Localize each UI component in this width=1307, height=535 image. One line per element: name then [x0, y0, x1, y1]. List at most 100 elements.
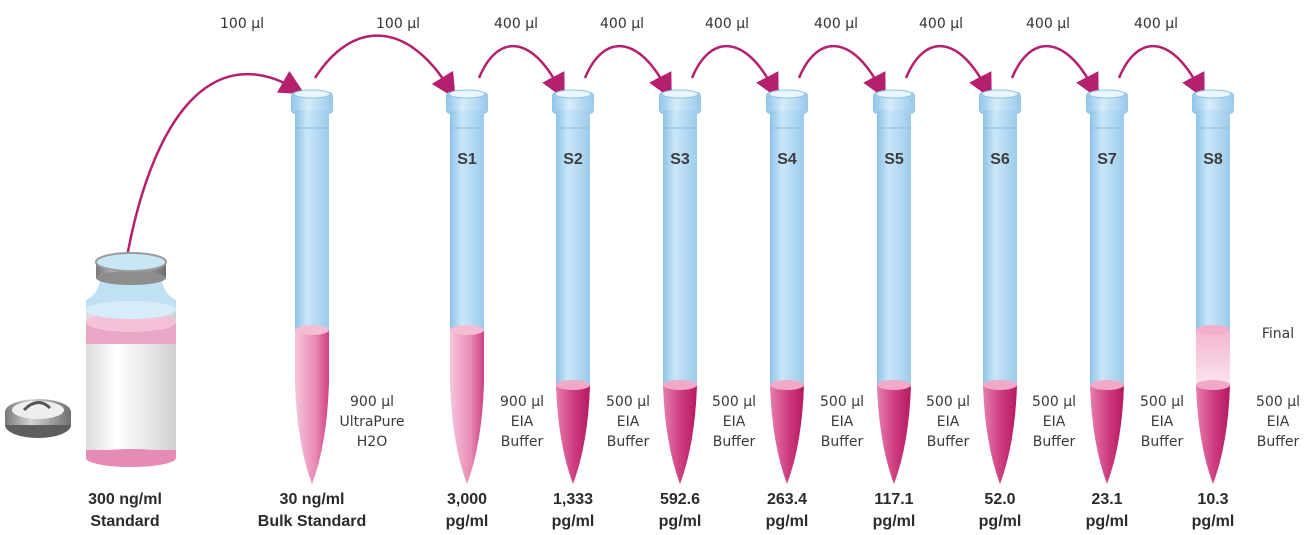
side-label: 500 µl [1256, 394, 1300, 410]
tube-concentration: 3,000 [447, 491, 487, 508]
side-label: 500 µl [926, 394, 970, 410]
tube-label: S5 [884, 151, 904, 168]
arrow-volume-label: 400 µl [1026, 16, 1070, 32]
tube-concentration-unit: pg/ml [552, 513, 595, 530]
tube-s6: S6 [979, 89, 1021, 484]
arrow-volume-label: 400 µl [1134, 16, 1178, 32]
standard-concentration: 300 ng/ml [88, 491, 162, 508]
tube-concentration-unit: pg/ml [1192, 513, 1235, 530]
side-label: UltraPure [339, 414, 404, 430]
arrow-4 [690, 45, 779, 100]
arrow-1 [313, 34, 456, 99]
tube-liquid [450, 330, 484, 484]
side-label: Buffer [1141, 434, 1184, 450]
arrow-2 [477, 45, 565, 100]
side-label: 500 µl [606, 394, 650, 410]
side-label: Buffer [1257, 434, 1300, 450]
arrow-volume-label: 400 µl [600, 16, 644, 32]
tube-s3: S3 [659, 89, 701, 484]
tube-s2: S2 [552, 89, 594, 484]
arrow-6 [904, 45, 992, 100]
arrow-volume-label: 100 µl [220, 16, 264, 32]
tube-label: S6 [990, 151, 1010, 168]
tube-concentration-unit: Bulk Standard [258, 513, 366, 530]
side-label: Buffer [927, 434, 970, 450]
tube-concentration: 117.1 [874, 491, 913, 508]
tube-liquid [663, 385, 697, 484]
tube-concentration-unit: pg/ml [873, 513, 916, 530]
tube-label: S1 [457, 151, 477, 168]
side-label: Buffer [821, 434, 864, 450]
tube-concentration-unit: pg/ml [979, 513, 1022, 530]
arrow-volume-label: 400 µl [814, 16, 858, 32]
side-label: EIA [1043, 414, 1066, 430]
tube-concentration: 10.3 [1197, 491, 1228, 508]
arrow-3 [583, 45, 672, 100]
vial-cap-icon [22, 401, 52, 412]
tube-liquid [556, 385, 590, 484]
side-label: EIA [617, 414, 640, 430]
arrow-5 [797, 45, 886, 100]
dilution-tubes: S1 S2 S3 S4 S5 S6 S7 S8 [291, 89, 1234, 484]
vial-top [95, 252, 167, 272]
side-label: EIA [723, 414, 746, 430]
side-label: Buffer [713, 434, 756, 450]
tube-concentration-unit: pg/ml [446, 513, 489, 530]
side-label: 900 µl [500, 394, 544, 410]
tube-concentration-unit: pg/ml [1086, 513, 1129, 530]
tube-concentration: 592.6 [660, 491, 700, 508]
side-label: Buffer [1033, 434, 1076, 450]
tube-label: S8 [1203, 151, 1223, 168]
side-label: EIA [1267, 414, 1290, 430]
arrow-7 [1010, 45, 1099, 100]
arrow-volume-label: 400 µl [494, 16, 538, 32]
tube-s5: S5 [873, 89, 915, 484]
arrow-volume-label: 400 µl [919, 16, 963, 32]
tube-label: S3 [670, 151, 690, 168]
labels: 100 µl 100 µl 400 µl 400 µl 400 µl 400 µl 400 … [88, 16, 1300, 530]
tube-concentration-unit: pg/ml [659, 513, 702, 530]
side-label: EIA [831, 414, 854, 430]
tube-liquid [983, 385, 1017, 484]
side-label: 500 µl [712, 394, 756, 410]
tube-final-volume [1196, 330, 1230, 385]
side-label: 500 µl [820, 394, 864, 410]
vial-neck [86, 276, 176, 310]
tube-label: S4 [777, 151, 797, 168]
arrow-standard-to-bulk [123, 70, 305, 269]
tube-s7: S7 [1086, 89, 1128, 484]
side-label: EIA [511, 414, 534, 430]
tube-liquid [770, 385, 804, 484]
tube-liquid [1196, 385, 1230, 484]
tube-s4: S4 [766, 89, 808, 484]
tube-concentration: 30 ng/ml [280, 491, 345, 508]
arrow-volume-label: 100 µl [376, 16, 420, 32]
arrow-8 [1117, 45, 1205, 100]
final-label: Final [1262, 326, 1294, 342]
arrow-volume-label: 400 µl [705, 16, 749, 32]
side-label: 500 µl [1140, 394, 1184, 410]
tube-label: S2 [563, 151, 583, 168]
standard-vial [5, 252, 176, 467]
side-label: Buffer [607, 434, 650, 450]
tube-concentration: 263.4 [767, 491, 807, 508]
tube-liquid [877, 385, 911, 484]
side-label: EIA [1151, 414, 1174, 430]
standard-label: Standard [90, 513, 159, 530]
side-label: EIA [937, 414, 960, 430]
side-label: H2O [357, 434, 387, 450]
tube-bulk-standard [291, 89, 333, 484]
tube-label: S7 [1097, 151, 1117, 168]
tube-concentration: 52.0 [984, 491, 1015, 508]
tube-concentration: 23.1 [1091, 491, 1122, 508]
tube-s8: S8 [1192, 89, 1234, 484]
tube-s1: S1 [446, 89, 488, 484]
side-label: 500 µl [1032, 394, 1076, 410]
tube-liquid [295, 330, 329, 484]
tube-liquid [1090, 385, 1124, 484]
side-label: Buffer [501, 434, 544, 450]
side-label: 900 µl [350, 394, 394, 410]
transfer-arrows [123, 34, 1205, 269]
tube-concentration-unit: pg/ml [766, 513, 809, 530]
